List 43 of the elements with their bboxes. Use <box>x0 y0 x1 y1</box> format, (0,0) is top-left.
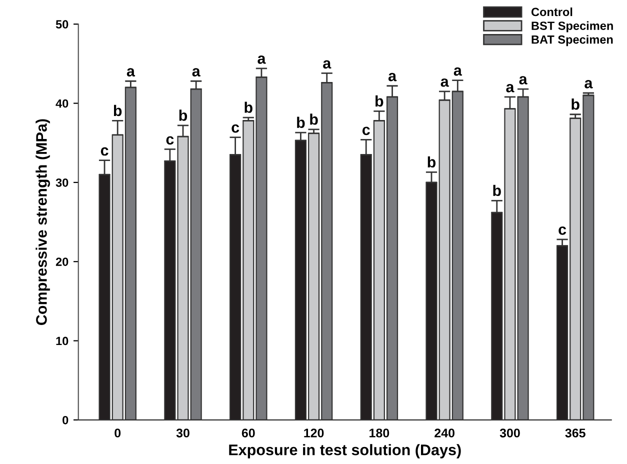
legend-label: BST Specimen <box>532 21 613 32</box>
annotation: b <box>310 114 318 125</box>
y-tick-label: 30 <box>56 178 68 187</box>
annotation: c <box>558 226 566 235</box>
x-tick-label: 120 <box>304 428 324 438</box>
annotation: c <box>100 147 108 156</box>
x-tick-label: 180 <box>370 428 390 438</box>
annotation: c <box>362 126 370 136</box>
y-tick-label: 50 <box>56 20 68 29</box>
y-tick-label: 20 <box>56 258 68 266</box>
x-tick-label: 300 <box>500 428 520 438</box>
y-tick-label: 0 <box>62 416 68 424</box>
annotation: b <box>493 184 501 196</box>
annotation: a <box>192 68 200 77</box>
annotation: a <box>126 68 136 77</box>
y-axis-title: Compressive strength (MPa) <box>36 119 50 325</box>
annotation: a <box>440 78 449 87</box>
annotation: b <box>376 95 384 107</box>
x-axis-title: Exposure in test solution (Days) <box>229 444 461 458</box>
annotation: a <box>584 80 593 88</box>
annotation: a <box>258 55 266 64</box>
legend-label: BAT Specimen <box>532 35 613 46</box>
x-tick-label: 240 <box>434 428 454 438</box>
annotation: b <box>179 110 188 121</box>
x-tick-label: 365 <box>565 428 586 438</box>
annotation: b <box>572 98 580 110</box>
annotation: a <box>388 72 397 82</box>
x-tick-label: 60 <box>242 428 255 438</box>
y-tick-label: 40 <box>56 99 68 108</box>
y-tick-label: 10 <box>56 336 68 346</box>
annotation: a <box>506 84 514 92</box>
annotation: b <box>297 116 305 128</box>
annotation: c <box>166 136 174 145</box>
annotation: b <box>114 104 122 116</box>
annotation: c <box>232 124 240 133</box>
annotation: b <box>244 102 252 113</box>
annotation: a <box>454 67 462 76</box>
legend-label: Control <box>531 8 572 16</box>
x-tick-label: 30 <box>176 428 190 438</box>
annotation: b <box>428 156 436 168</box>
annotation: a <box>519 76 528 84</box>
x-tick-label: 0 <box>114 428 121 438</box>
annotation: a <box>323 60 332 69</box>
